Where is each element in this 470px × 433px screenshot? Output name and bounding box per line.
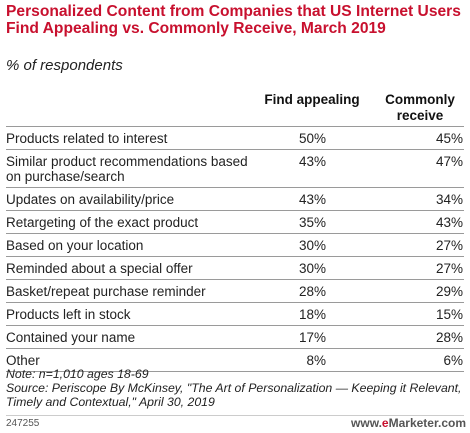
table-row: Based on your location 30% 27% bbox=[6, 234, 464, 257]
value-commonly-receive: 6% bbox=[443, 353, 463, 368]
row-label: Reminded about a special offer bbox=[6, 261, 193, 276]
row-label: Products left in stock bbox=[6, 307, 131, 322]
column-header-find-appealing: Find appealing bbox=[264, 92, 360, 107]
value-find-appealing: 35% bbox=[298, 215, 326, 230]
brand-prefix: www. bbox=[351, 416, 382, 430]
value-commonly-receive: 43% bbox=[435, 215, 463, 230]
chart-notes: Note: n=1,010 ages 18-69 Source: Perisco… bbox=[6, 367, 466, 409]
value-commonly-receive: 47% bbox=[435, 154, 463, 169]
row-label: Products related to interest bbox=[6, 131, 168, 146]
chart-title: Personalized Content from Companies that… bbox=[6, 3, 461, 37]
row-label: Other bbox=[6, 353, 40, 368]
table-row: Products related to interest 50% 45% bbox=[6, 127, 464, 150]
value-commonly-receive: 34% bbox=[435, 192, 463, 207]
brand-e: e bbox=[381, 416, 389, 430]
row-label: Updates on availability/price bbox=[6, 192, 175, 207]
brand-suffix: .com bbox=[437, 416, 466, 430]
table-row: Similar product recommendations based on… bbox=[6, 150, 464, 188]
chart-id: 247255 bbox=[6, 418, 40, 429]
value-commonly-receive: 15% bbox=[435, 307, 463, 322]
brand-name: Marketer bbox=[388, 416, 438, 430]
row-label: Based on your location bbox=[6, 238, 144, 253]
emarketer-logo: www.eMarketer.com bbox=[351, 416, 466, 430]
table-row: Basket/repeat purchase reminder 28% 29% bbox=[6, 280, 464, 303]
value-commonly-receive: 28% bbox=[435, 330, 463, 345]
source-text: Source: Periscope By McKinsey, "The Art … bbox=[6, 381, 462, 409]
row-label: Contained your name bbox=[6, 330, 136, 345]
table-row: Contained your name 17% 28% bbox=[6, 326, 464, 349]
value-find-appealing: 8% bbox=[306, 353, 326, 368]
table-row: Other 8% 6% bbox=[6, 349, 464, 372]
value-find-appealing: 17% bbox=[298, 330, 326, 345]
value-find-appealing: 30% bbox=[298, 238, 326, 253]
value-commonly-receive: 45% bbox=[435, 131, 463, 146]
table-row: Reminded about a special offer 30% 27% bbox=[6, 257, 464, 280]
value-find-appealing: 43% bbox=[298, 192, 326, 207]
data-table: Products related to interest 50% 45% Simila… bbox=[6, 127, 464, 372]
table-row: Updates on availability/price 43% 34% bbox=[6, 188, 464, 211]
row-label: Similar product recommendations based on… bbox=[6, 154, 248, 184]
footer-divider bbox=[6, 415, 464, 416]
value-commonly-receive: 27% bbox=[435, 261, 463, 276]
value-commonly-receive: 27% bbox=[435, 238, 463, 253]
header-divider bbox=[6, 126, 464, 127]
value-find-appealing: 28% bbox=[298, 284, 326, 299]
chart-subtitle: % of respondents bbox=[6, 57, 123, 74]
row-label: Retargeting of the exact product bbox=[6, 215, 199, 230]
table-row: Products left in stock 18% 15% bbox=[6, 303, 464, 326]
value-find-appealing: 30% bbox=[298, 261, 326, 276]
row-label: Basket/repeat purchase reminder bbox=[6, 284, 206, 299]
note-text: Note: n=1,010 ages 18-69 bbox=[6, 367, 149, 381]
column-header-commonly-receive: Commonly receive bbox=[385, 92, 455, 123]
table-row: Retargeting of the exact product 35% 43% bbox=[6, 211, 464, 234]
value-find-appealing: 50% bbox=[298, 131, 326, 146]
value-find-appealing: 43% bbox=[298, 154, 326, 169]
value-commonly-receive: 29% bbox=[435, 284, 463, 299]
value-find-appealing: 18% bbox=[298, 307, 326, 322]
